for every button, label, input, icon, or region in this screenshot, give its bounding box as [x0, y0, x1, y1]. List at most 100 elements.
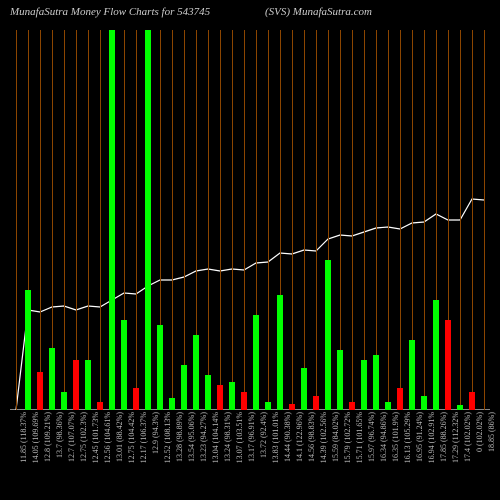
- chart-area: [10, 30, 490, 410]
- x-tick-label: 12.17 (106.37%: [139, 412, 148, 463]
- grid-line: [136, 30, 137, 410]
- x-tick-label: 16.34 (94.86%): [379, 412, 388, 462]
- money-flow-bar: [193, 335, 199, 410]
- x-tick-label: 17.29 (112.32%: [451, 412, 460, 463]
- x-tick-label: 15.71 (101.65%: [355, 412, 364, 463]
- x-tick-label: 16.95 (91.24%): [415, 412, 424, 462]
- x-tick-label: 12.9 (94.3%): [151, 412, 160, 454]
- x-tick-label: 13.28 (98.89%): [175, 412, 184, 462]
- x-tick-label: 13.24 (98.31%): [223, 412, 232, 462]
- money-flow-bar: [97, 402, 103, 410]
- money-flow-bar: [73, 360, 79, 410]
- money-flow-bar: [349, 402, 355, 410]
- money-flow-bar: [337, 350, 343, 410]
- grid-line: [76, 30, 77, 410]
- x-tick-label: 12.7 (107.07%): [67, 412, 76, 462]
- x-tick-label: 12.8 (109.21%): [43, 412, 52, 462]
- x-tick-label: 15.97 (96.74%): [367, 412, 376, 462]
- x-tick-label: 0 (102.02%): [475, 412, 484, 452]
- grid-line: [304, 30, 305, 410]
- money-flow-bar: [49, 348, 55, 410]
- grid-line: [268, 30, 269, 410]
- x-tick-label: 16.35 (101.9%): [391, 412, 400, 462]
- x-tick-label: 14.44 (90.38%): [283, 412, 292, 462]
- money-flow-bar: [421, 396, 427, 410]
- grid-line: [64, 30, 65, 410]
- money-flow-bar: [433, 300, 439, 410]
- grid-line: [244, 30, 245, 410]
- x-tick-label: 13.83 (101.01%: [271, 412, 280, 463]
- grid-line: [292, 30, 293, 410]
- x-tick-label: 12.45 (101.73%: [91, 412, 100, 463]
- x-tick-label: 12.52 (108.13%: [163, 412, 172, 463]
- grid-line: [400, 30, 401, 410]
- money-flow-bar: [169, 398, 175, 410]
- money-flow-bar: [313, 396, 319, 410]
- money-flow-bar: [385, 402, 391, 410]
- money-flow-bar: [25, 290, 31, 410]
- money-flow-bar: [241, 392, 247, 410]
- grid-line: [484, 30, 485, 410]
- money-flow-bar: [133, 388, 139, 410]
- money-flow-bar: [61, 392, 67, 410]
- grid-line: [220, 30, 221, 410]
- money-flow-bar: [253, 315, 259, 410]
- money-flow-bar: [361, 360, 367, 410]
- grid-line: [184, 30, 185, 410]
- x-tick-label: 13.04 (104.14%: [211, 412, 220, 463]
- x-tick-label: 15.59 (84.02%): [331, 412, 340, 462]
- x-tick-label: 14.05 (109.69%: [31, 412, 40, 463]
- money-flow-bar: [277, 295, 283, 410]
- money-flow-bar: [37, 372, 43, 410]
- money-flow-bar: [301, 368, 307, 410]
- x-tick-label: 14.56 (98.83%): [307, 412, 316, 462]
- x-tick-label: 13.54 (95.06%): [187, 412, 196, 462]
- grid-line: [16, 30, 17, 410]
- grid-line: [40, 30, 41, 410]
- x-tick-label: 12.75 (104.42%: [127, 412, 136, 463]
- money-flow-bar: [145, 30, 151, 410]
- x-tick-label: 13.17 (96.91%): [247, 412, 256, 462]
- money-flow-bar: [229, 382, 235, 410]
- x-tick-label: 14.1 (122.96%): [295, 412, 304, 462]
- x-tick-label: 18.85 (86%): [487, 412, 496, 452]
- x-tick-label: 13.23 (94.27%): [199, 412, 208, 462]
- money-flow-bar: [121, 320, 127, 410]
- x-tick-label: 13.01 (88.42%): [115, 412, 124, 462]
- money-flow-bar: [265, 402, 271, 410]
- x-tick-label: 17.85 (88.26%): [439, 412, 448, 462]
- x-axis-labels: 11.85 (118.37%14.05 (109.69%12.8 (109.21…: [10, 412, 490, 497]
- x-tick-label: 15.79 (102.72%: [343, 412, 352, 463]
- price-line: [10, 30, 490, 410]
- x-tick-label: 12.56 (104.61%: [103, 412, 112, 463]
- chart-container: MunafaSutra Money Flow Charts for 543745…: [0, 0, 500, 500]
- money-flow-bar: [325, 260, 331, 410]
- grid-line: [424, 30, 425, 410]
- grid-line: [364, 30, 365, 410]
- grid-line: [232, 30, 233, 410]
- grid-line: [172, 30, 173, 410]
- money-flow-bar: [397, 388, 403, 410]
- x-tick-label: 13.7 (98.36%): [55, 412, 64, 458]
- x-tick-label: 13.07 (103.51%: [235, 412, 244, 463]
- money-flow-bar: [85, 360, 91, 410]
- money-flow-bar: [109, 30, 115, 410]
- money-flow-bar: [157, 325, 163, 410]
- grid-line: [460, 30, 461, 410]
- x-tick-label: 13.72 (92.4%): [259, 412, 268, 458]
- grid-line: [376, 30, 377, 410]
- grid-line: [472, 30, 473, 410]
- x-tick-label: 17.4 (102.02%): [463, 412, 472, 462]
- money-flow-bar: [445, 320, 451, 410]
- grid-line: [208, 30, 209, 410]
- title-right: (SVS) MunafaSutra.com: [265, 6, 372, 18]
- x-tick-label: 16.13 (105.29%: [403, 412, 412, 463]
- money-flow-bar: [205, 375, 211, 410]
- money-flow-bar: [469, 392, 475, 410]
- money-flow-bar: [217, 385, 223, 410]
- grid-line: [388, 30, 389, 410]
- money-flow-bar: [181, 365, 187, 410]
- x-tick-label: 11.85 (118.37%: [19, 412, 28, 463]
- x-tick-label: 16.94 (102.91%: [427, 412, 436, 463]
- money-flow-bar: [289, 404, 295, 410]
